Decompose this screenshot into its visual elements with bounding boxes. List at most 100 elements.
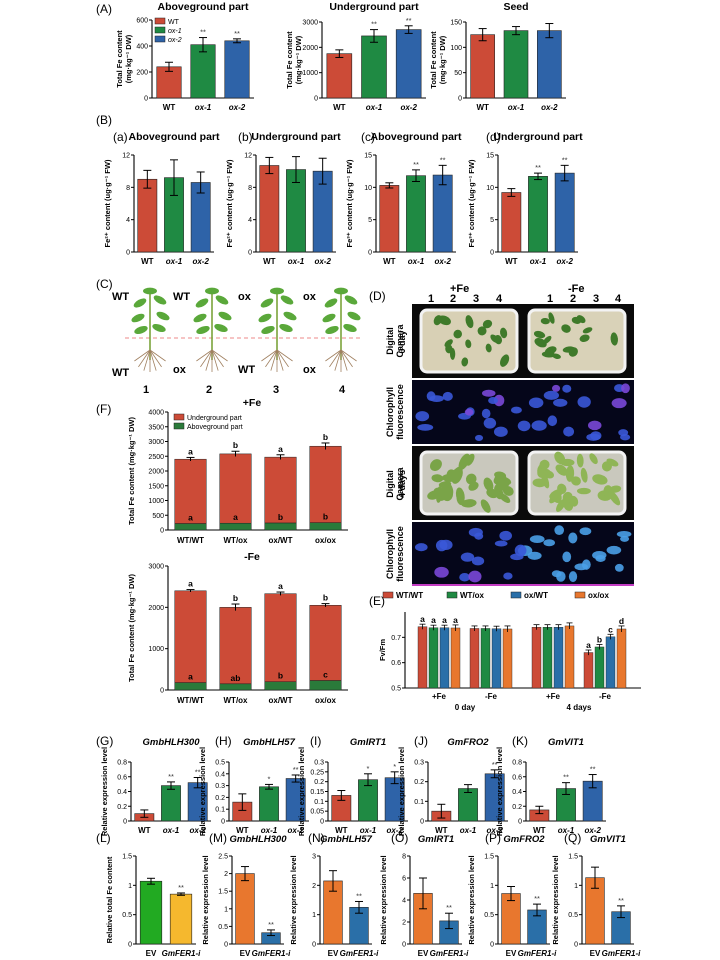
- fluorescence-leaf: [434, 566, 449, 578]
- bar: [379, 185, 400, 253]
- category-label: GmFER1-i: [340, 949, 379, 958]
- label-0-day: 0 day: [397, 330, 407, 353]
- y-axis-label: Relative expression level: [379, 855, 388, 944]
- significance-mark: **: [535, 163, 541, 172]
- seedling-leaf: [444, 339, 453, 348]
- fluorescence-leaf: [616, 530, 632, 538]
- seedling-leaf: [465, 473, 477, 485]
- significance-mark: **: [562, 155, 568, 164]
- category-label: WT: [141, 257, 154, 266]
- y-axis-label-unit: (mg·kg⁻¹ DW): [438, 35, 447, 84]
- panel-label-i: (I): [310, 734, 321, 748]
- bar: [553, 627, 564, 689]
- legend-label: ox-1: [168, 28, 182, 35]
- chart-o: GmIRT1 0 2 4 6 8 Relative expression level EV **…: [379, 834, 469, 958]
- legend-label: Aboveground part: [187, 424, 243, 431]
- category-label: GmFER1-i: [162, 949, 201, 958]
- y-tick-label: 3000: [148, 564, 164, 571]
- bar: [190, 44, 216, 99]
- plant-leaf: [324, 298, 338, 308]
- plant-root: [211, 349, 224, 368]
- y-tick-label: 1.5: [122, 854, 132, 861]
- y-tick-label: 0.1: [215, 807, 225, 814]
- plant-leaf: [205, 287, 219, 295]
- seedling-leaf: [480, 499, 491, 513]
- y-tick-label: 200: [136, 70, 148, 77]
- chart-title: GmVIT1: [548, 737, 584, 748]
- y-axis-label: Relative expression level: [289, 855, 298, 944]
- y-tick-label: 0.7: [391, 635, 401, 642]
- photo-num-3a: 3: [473, 293, 479, 305]
- panel-label-h: (H): [215, 734, 232, 748]
- y-tick-label: 400: [136, 44, 148, 51]
- bar-underground: [174, 590, 207, 683]
- fluorescence-leaf: [611, 398, 627, 409]
- bar: [458, 788, 478, 822]
- y-tick-label: 0.4: [512, 789, 522, 796]
- significance-mark: **: [406, 16, 412, 25]
- chart-title: GmbHLH57: [320, 834, 372, 845]
- bar: [406, 175, 426, 253]
- fluorescence-leaf: [417, 424, 434, 431]
- seedling-leaf: [579, 334, 590, 342]
- fluorescence-leaf: [517, 420, 531, 432]
- y-axis-label-unit: (mg·kg⁻¹ DW): [124, 34, 133, 83]
- y-tick-label: 0: [224, 942, 228, 949]
- plant-root: [276, 349, 293, 362]
- y-axis-label: Total Fe content (mg·kg⁻¹ DW): [127, 417, 136, 525]
- category-label: ox-2: [192, 257, 209, 266]
- y-tick-label: 0: [518, 819, 522, 826]
- y-tick-label: 1000: [148, 498, 164, 505]
- y-axis-label: Total Fe content: [429, 31, 438, 89]
- category-label: ox-2: [400, 103, 417, 112]
- y-tick-label: 4: [248, 217, 252, 224]
- photo-num-2a: 2: [450, 293, 456, 305]
- bar: [235, 873, 255, 945]
- seedling-leaf: [541, 472, 550, 489]
- photo-num-4a: 4: [496, 293, 503, 305]
- seedling-leaf: [494, 471, 507, 479]
- chart-m: GmbHLH300 0 0.5 1 1.5 2 2.5 Relative expression…: [201, 834, 291, 958]
- seedling-leaf: [533, 330, 546, 339]
- significance-mark: **: [178, 883, 184, 892]
- bar: [502, 628, 513, 689]
- panel-label-ba: (a): [113, 130, 128, 144]
- y-tick-label: 0.6: [117, 774, 127, 781]
- y-tick-label: 0.5: [484, 912, 494, 919]
- y-axis-label: Relative expression level: [201, 855, 210, 944]
- fluorescence-leaf: [460, 552, 475, 562]
- bar: [503, 30, 529, 99]
- plant-root: [276, 349, 284, 371]
- plant-leaf: [134, 326, 148, 334]
- seedling-leaf: [561, 324, 571, 333]
- category-label: WT: [533, 826, 546, 835]
- fluorescence-leaf: [587, 420, 602, 431]
- fluorescence-leaf: [499, 530, 513, 541]
- seedling-leaf: [608, 490, 621, 506]
- significance-mark: *: [393, 762, 396, 771]
- panel-label-n: (N): [308, 831, 325, 845]
- y-tick-label: 1: [312, 912, 316, 919]
- y-axis-label: Total Fe content: [115, 30, 124, 88]
- seedling-leaf: [502, 485, 514, 496]
- plant-leaf: [214, 324, 228, 332]
- seedling-leaf: [490, 334, 500, 343]
- seedling-leaf: [430, 459, 442, 472]
- category-label: WT: [335, 826, 348, 835]
- significance-letter: c: [608, 624, 613, 634]
- panel-label-l: (L): [96, 831, 111, 845]
- seedling-leaf: [433, 487, 447, 501]
- y-tick-label: 0.2: [414, 779, 424, 786]
- label-chlorophyll-2: Chlorophyll: [385, 529, 395, 579]
- bar: [259, 786, 279, 822]
- seedling-leaf: [477, 326, 487, 336]
- plant-root: [276, 349, 289, 368]
- chart-title: GmIRT1: [418, 834, 454, 845]
- graft-bottom-label-1: WT: [112, 367, 129, 379]
- y-tick-label: 0.5: [122, 912, 132, 919]
- label-digital-2: Digital: [385, 470, 395, 498]
- bar: [450, 627, 461, 689]
- category-label: ox-1: [508, 103, 525, 112]
- period-label: 0 day: [455, 703, 476, 712]
- plant-root: [270, 349, 278, 371]
